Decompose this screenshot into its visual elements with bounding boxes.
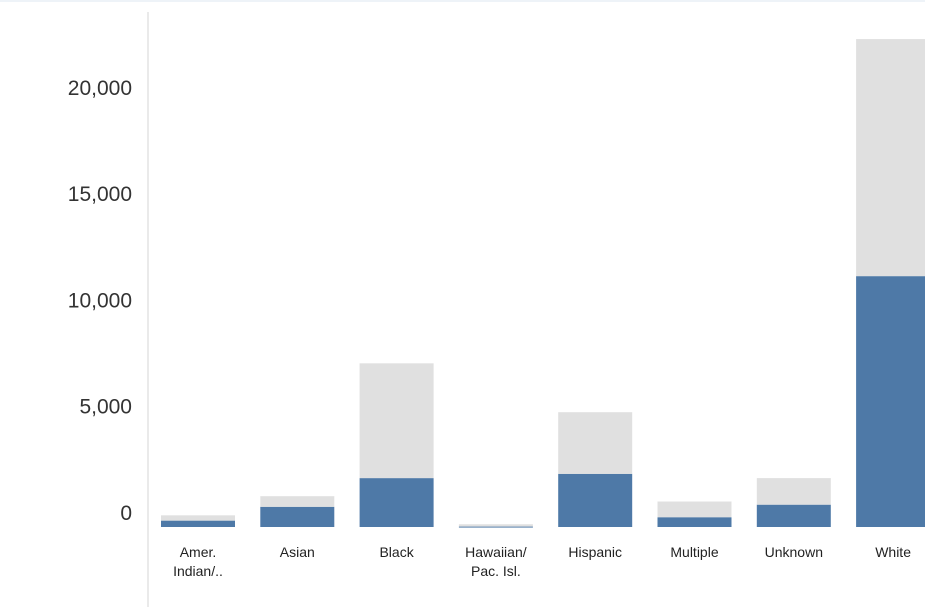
x-category-label: Unknown (765, 544, 823, 560)
x-axis-labels: Amer. Indian/.. Asian Black Hawaiian/Pac. Is… (173, 544, 911, 579)
y-tick-label: 0 (120, 502, 132, 525)
x-category-label: Pac. Isl. (471, 563, 521, 579)
bar-segment[interactable] (657, 501, 732, 518)
x-category-label: Asian (280, 544, 315, 560)
x-category-label: Indian/.. (173, 563, 223, 579)
bar-segment[interactable] (359, 478, 434, 527)
y-axis-ticks: 0 5,000 10,000 15,000 20,000 (68, 77, 132, 525)
bar-segment[interactable] (161, 515, 235, 521)
bar-segment[interactable] (558, 473, 633, 527)
y-tick-label: 10,000 (68, 289, 132, 312)
bars-group (161, 39, 925, 528)
bar-segment[interactable] (458, 526, 533, 528)
x-category-label: Black (379, 544, 414, 560)
x-category-label: White (875, 544, 911, 560)
bar-segment[interactable] (359, 363, 434, 479)
bar-segment[interactable] (558, 412, 633, 474)
bar-segment[interactable] (756, 478, 831, 505)
bar-segment[interactable] (657, 517, 732, 527)
bar-segment[interactable] (161, 520, 235, 527)
x-category-label: Hawaiian/ (465, 544, 527, 560)
bar-segment[interactable] (856, 39, 925, 277)
top-border-strip (0, 0, 925, 2)
y-tick-label: 20,000 (68, 77, 132, 100)
bar-segment[interactable] (260, 506, 335, 527)
x-category-label: Multiple (670, 544, 718, 560)
x-category-label: Hispanic (568, 544, 622, 560)
y-tick-label: 5,000 (79, 396, 132, 419)
x-category-label: Amer. (180, 544, 217, 560)
bar-segment[interactable] (260, 496, 335, 507)
bar-segment[interactable] (756, 504, 831, 527)
bar-segment[interactable] (856, 276, 925, 527)
bar-segment[interactable] (458, 524, 533, 527)
y-tick-label: 15,000 (68, 183, 132, 206)
